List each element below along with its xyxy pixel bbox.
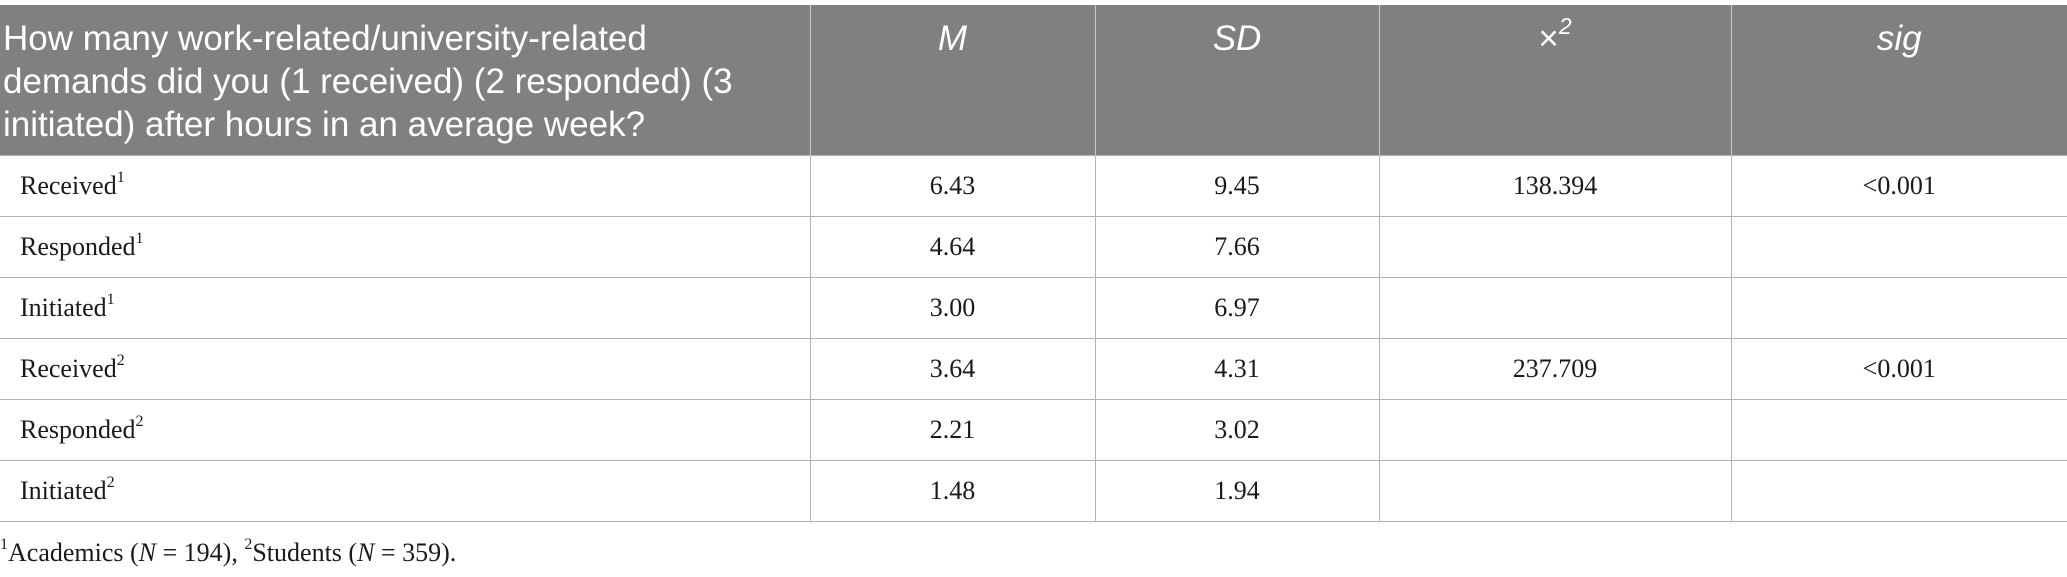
cell-sig [1730, 276, 2067, 339]
cell-chi-square [1378, 276, 1732, 339]
cell-sd: 9.45 [1094, 154, 1380, 217]
cell-mean: 6.43 [809, 154, 1096, 217]
table-row: Received2 3.64 4.31 237.709 <0.001 [0, 337, 2067, 400]
row-label: Received1 [0, 154, 811, 217]
results-table: How many work-related/university-related… [0, 5, 2067, 522]
chi-symbol: × [1538, 19, 1559, 58]
cell-sd: 1.94 [1094, 459, 1380, 522]
cell-chi-square [1378, 215, 1732, 278]
table-footnote: 1Academics (N = 194), 2Students (N = 359… [0, 536, 457, 567]
cell-sig [1730, 215, 2067, 278]
table-body: Received1 6.43 9.45 138.394 <0.001 Respo… [0, 154, 2067, 522]
row-label: Responded1 [0, 215, 811, 278]
cell-sd: 3.02 [1094, 398, 1380, 461]
cell-sig [1730, 398, 2067, 461]
cell-sig: <0.001 [1730, 154, 2067, 217]
cell-chi-square: 138.394 [1378, 154, 1732, 217]
cell-mean: 4.64 [809, 215, 1096, 278]
row-label: Initiated2 [0, 459, 811, 522]
header-mean: M [810, 5, 1096, 155]
cell-mean: 3.64 [809, 337, 1096, 400]
table-row: Responded2 2.21 3.02 [0, 398, 2067, 461]
header-row: How many work-related/university-related… [0, 5, 2067, 155]
header-sig: sig [1731, 5, 2067, 155]
results-table-container: How many work-related/university-related… [0, 5, 2067, 522]
cell-chi-square: 237.709 [1378, 337, 1732, 400]
cell-sd: 7.66 [1094, 215, 1380, 278]
cell-sd: 4.31 [1094, 337, 1380, 400]
row-label: Initiated1 [0, 276, 811, 339]
header-question: How many work-related/university-related… [0, 5, 811, 155]
cell-sig: <0.001 [1730, 337, 2067, 400]
chi-superscript: 2 [1558, 13, 1572, 40]
table-header: How many work-related/university-related… [0, 5, 2067, 155]
row-label: Responded2 [0, 398, 811, 461]
table-row: Initiated1 3.00 6.97 [0, 276, 2067, 339]
table-row: Received1 6.43 9.45 138.394 <0.001 [0, 154, 2067, 217]
cell-mean: 1.48 [809, 459, 1096, 522]
header-chi-square: ×2 [1379, 5, 1732, 155]
cell-sd: 6.97 [1094, 276, 1380, 339]
cell-chi-square [1378, 398, 1732, 461]
table-row: Responded1 4.64 7.66 [0, 215, 2067, 278]
table-row: Initiated2 1.48 1.94 [0, 459, 2067, 522]
cell-sig [1730, 459, 2067, 522]
cell-mean: 3.00 [809, 276, 1096, 339]
row-label: Received2 [0, 337, 811, 400]
cell-chi-square [1378, 459, 1732, 522]
cell-mean: 2.21 [809, 398, 1096, 461]
header-sd: SD [1095, 5, 1380, 155]
